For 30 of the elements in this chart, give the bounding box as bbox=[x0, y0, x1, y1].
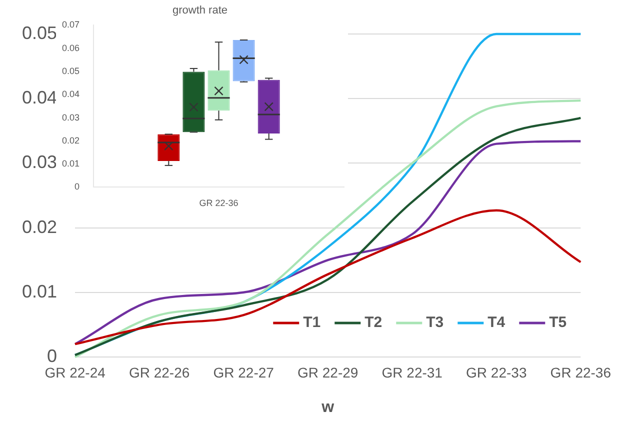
x-tick-label: GR 22-36 bbox=[550, 364, 612, 380]
legend-label: T5 bbox=[549, 314, 567, 332]
x-tick-label: GR 22-36 bbox=[199, 198, 238, 208]
y-tick-label: 0.04 bbox=[22, 88, 58, 108]
y-tick-label: 0.05 bbox=[62, 66, 80, 76]
legend-label: T3 bbox=[426, 314, 444, 332]
legend-label: T4 bbox=[488, 314, 506, 332]
y-tick-label: 0.01 bbox=[62, 158, 80, 169]
y-tick-label: 0 bbox=[74, 182, 80, 192]
legend-label: T1 bbox=[303, 314, 321, 332]
y-tick-label: 0 bbox=[47, 346, 58, 366]
x-tick-label: GR 22-27 bbox=[213, 364, 274, 380]
y-tick-label: 0.02 bbox=[22, 216, 58, 237]
y-tick-label: 0.07 bbox=[62, 20, 80, 30]
x-tick-label: GR 22-26 bbox=[128, 364, 190, 380]
y-tick-label: 0.01 bbox=[22, 281, 58, 302]
chart-title: growth rate bbox=[172, 4, 228, 17]
y-tick-label: 0.03 bbox=[62, 112, 80, 122]
x-tick-label: GR 22-29 bbox=[297, 364, 358, 380]
x-tick-label: GR 22-33 bbox=[466, 364, 527, 380]
y-tick-label: 0.03 bbox=[22, 152, 58, 172]
y-tick-label: 0.02 bbox=[62, 135, 80, 146]
x-tick-label: GR 22-31 bbox=[382, 364, 443, 380]
y-tick-label: 0.05 bbox=[22, 22, 58, 43]
y-tick-label: 0.04 bbox=[62, 89, 80, 100]
legend-label: T2 bbox=[364, 314, 382, 332]
x-tick-label: GR 22-24 bbox=[44, 364, 106, 380]
x-axis-title: w bbox=[320, 398, 335, 416]
line-series bbox=[74, 209, 582, 346]
y-tick-label: 0.06 bbox=[62, 42, 80, 53]
